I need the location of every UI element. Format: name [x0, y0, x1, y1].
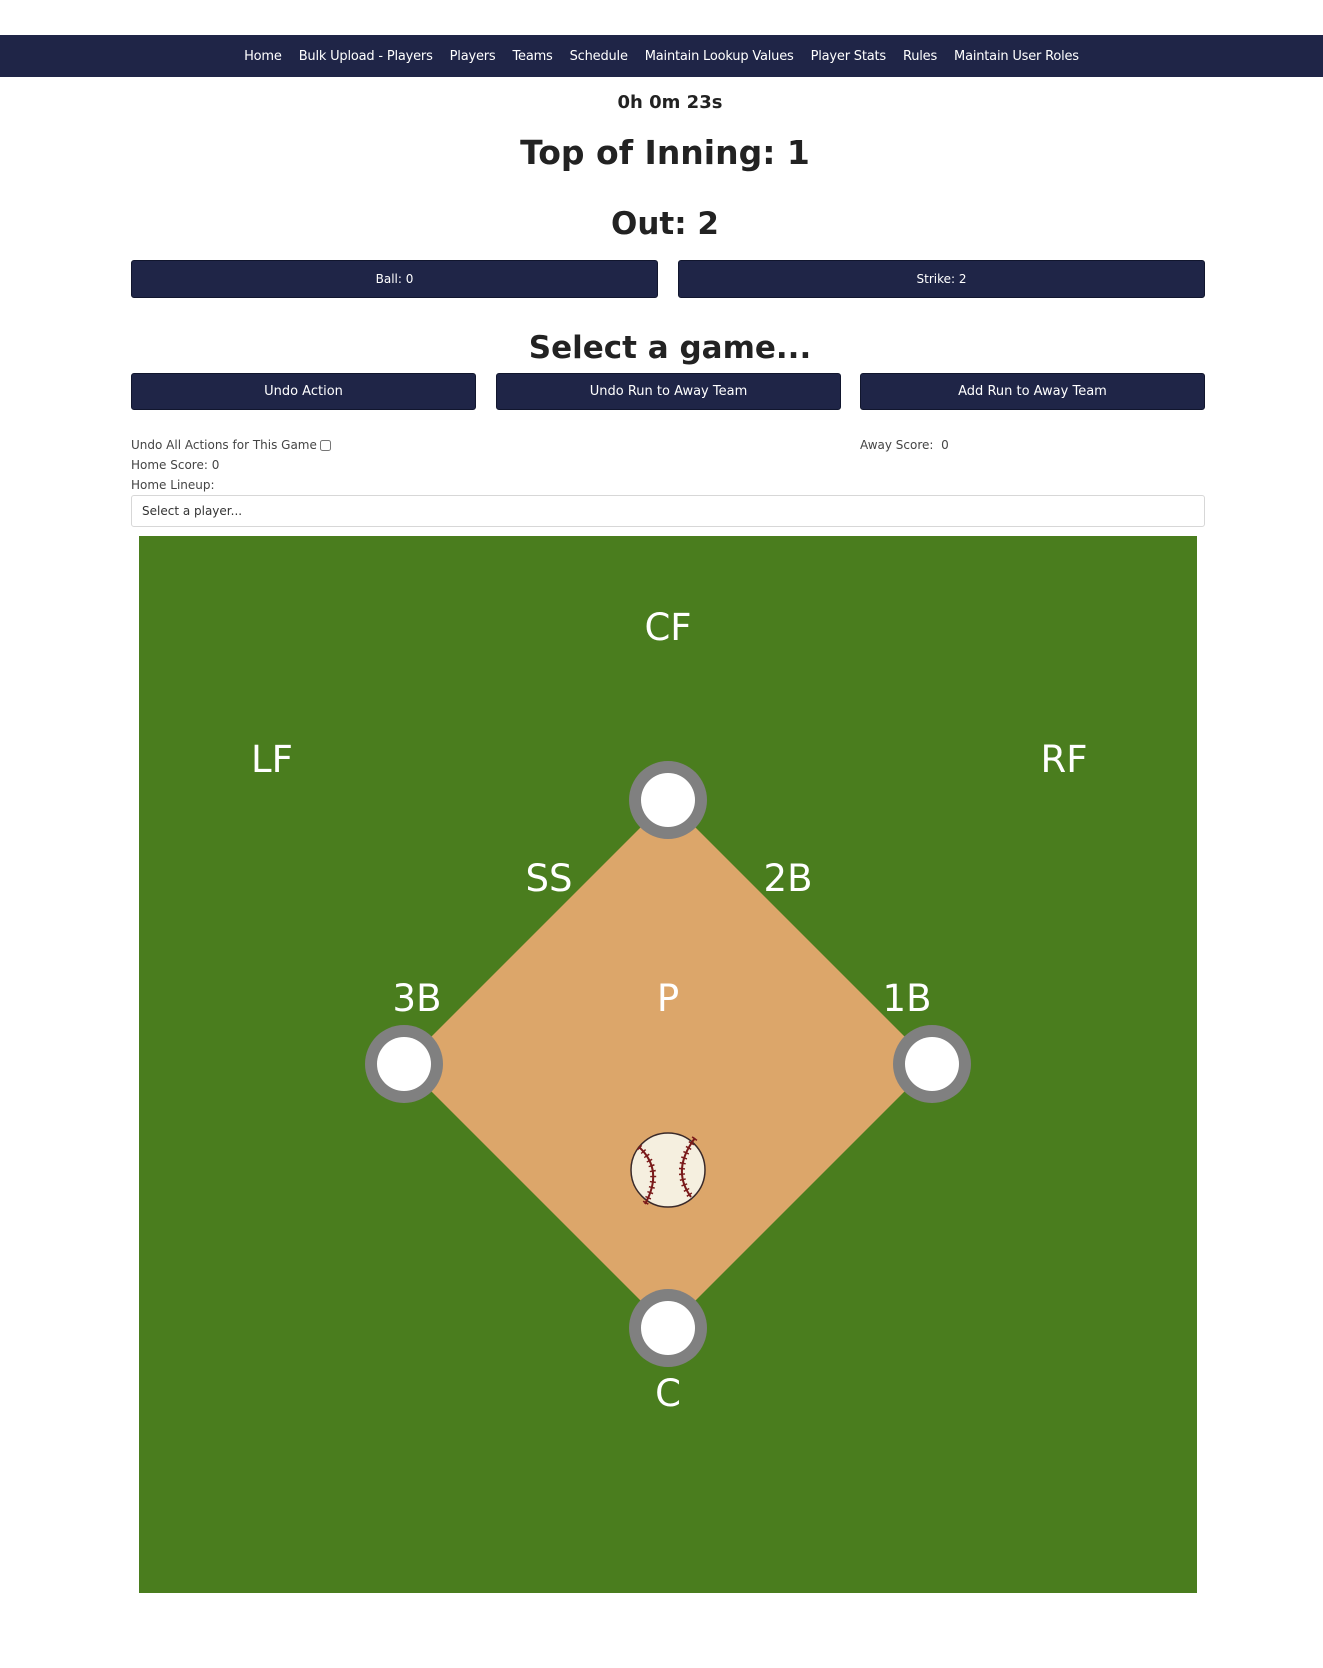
nav-maintain-user-roles[interactable]: Maintain User Roles	[954, 48, 1079, 64]
inning-heading: Top of Inning: 1	[520, 133, 810, 172]
top-navbar: Home Bulk Upload - Players Players Teams…	[0, 35, 1323, 77]
nav-bulk-upload-players[interactable]: Bulk Upload - Players	[298, 48, 433, 64]
outs-heading: Out: 2	[610, 206, 719, 242]
home-plate[interactable]	[629, 1289, 707, 1367]
undo-run-away-button[interactable]: Undo Run to Away Team	[496, 373, 841, 410]
position-3b[interactable]: 3B	[393, 977, 442, 1020]
position-rf[interactable]: RF	[1041, 738, 1088, 781]
select-game-heading: Select a game...	[528, 330, 812, 366]
position-c[interactable]: C	[655, 1372, 681, 1415]
nav-rules[interactable]: Rules	[902, 48, 938, 64]
nav-players[interactable]: Players	[449, 48, 496, 64]
position-2b[interactable]: 2B	[764, 857, 813, 900]
away-score: Away Score: 0	[860, 438, 949, 452]
first-base-bag	[905, 1037, 959, 1091]
game-timer: 0h 0m 23s	[617, 92, 723, 113]
third-base-bag	[377, 1037, 431, 1091]
home-lineup-select[interactable]: Select a player...	[131, 495, 1205, 527]
nav-player-stats[interactable]: Player Stats	[810, 48, 887, 64]
position-ss[interactable]: SS	[526, 857, 573, 900]
undo-all-label: Undo All Actions for This Game	[131, 438, 317, 452]
undo-all-checkbox[interactable]	[319, 440, 331, 451]
strike-button[interactable]: Strike: 2	[678, 260, 1205, 298]
add-run-away-button[interactable]: Add Run to Away Team	[860, 373, 1205, 410]
second-base[interactable]	[629, 761, 707, 839]
baseball-field: CF LF RF SS 2B 3B P 1B C	[139, 536, 1197, 1593]
nav-schedule[interactable]: Schedule	[569, 48, 628, 64]
baseball-left-stitches	[636, 1144, 657, 1206]
second-base-bag	[641, 773, 695, 827]
baseball-icon[interactable]	[630, 1132, 706, 1208]
ball-button[interactable]: Ball: 0	[131, 260, 658, 298]
position-p[interactable]: P	[657, 977, 679, 1020]
first-base[interactable]	[893, 1025, 971, 1103]
third-base[interactable]	[365, 1025, 443, 1103]
home-lineup-select-placeholder: Select a player...	[142, 504, 243, 518]
home-score: Home Score: 0	[131, 458, 220, 472]
position-cf[interactable]: CF	[644, 606, 691, 649]
nav-home[interactable]: Home	[244, 48, 282, 64]
position-lf[interactable]: LF	[251, 738, 293, 781]
home-lineup-label: Home Lineup:	[131, 478, 215, 492]
undo-all-row: Undo All Actions for This Game	[131, 438, 331, 452]
home-plate-bag	[641, 1301, 695, 1355]
position-1b[interactable]: 1B	[883, 977, 932, 1020]
undo-action-button[interactable]: Undo Action	[131, 373, 476, 410]
baseball-right-stitches	[678, 1136, 698, 1199]
nav-maintain-lookup-values[interactable]: Maintain Lookup Values	[644, 48, 794, 64]
infield-diamond	[404, 800, 932, 1328]
nav-teams[interactable]: Teams	[512, 48, 553, 64]
